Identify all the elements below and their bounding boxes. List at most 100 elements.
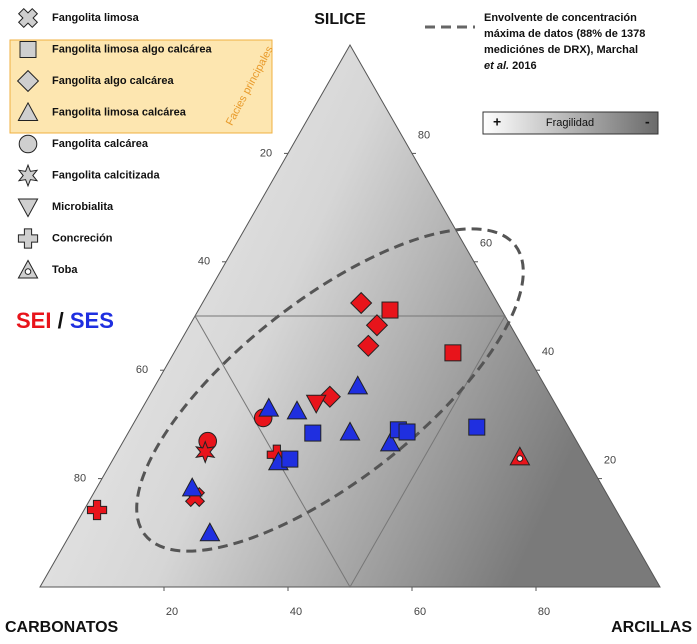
legend-item: Toba <box>17 259 78 279</box>
square <box>304 424 322 442</box>
inverted-triangle <box>17 198 39 218</box>
diamond <box>357 334 380 357</box>
fragility-plus: + <box>493 114 501 130</box>
square <box>468 418 486 436</box>
data-point <box>444 344 462 362</box>
diamond <box>318 385 341 408</box>
fragility-minus: - <box>645 114 650 130</box>
legend-item: Fangolita calcárea <box>18 134 149 154</box>
square <box>281 450 299 468</box>
circle <box>18 134 38 154</box>
tick-label: 80 <box>74 473 86 485</box>
toba-dot <box>516 455 524 462</box>
data-point <box>339 421 361 441</box>
legend-label: Fangolita limosa calcárea <box>52 106 187 118</box>
tick-label: 40 <box>198 256 210 268</box>
envelope-text: Envolvente de concentración <box>484 12 637 24</box>
toba-dot <box>24 268 32 275</box>
data-point <box>195 440 216 464</box>
envelope-text: mediciónes de DRX), Marchal <box>484 44 638 56</box>
tick-label: 60 <box>480 238 492 250</box>
envelope-text: máxima de datos (88% de 1378 <box>484 28 645 40</box>
envelope <box>135 227 525 553</box>
legend-label: Fangolita algo calcárea <box>52 75 175 87</box>
data-point <box>304 424 322 442</box>
triangle <box>339 421 361 441</box>
envelope-italic: et al. <box>484 60 509 72</box>
triangle <box>286 400 308 420</box>
square <box>398 423 416 441</box>
fragility-bar <box>482 111 659 135</box>
legend-label: Fangolita limosa <box>52 12 140 24</box>
tick-label: 40 <box>290 606 302 618</box>
legend-item: Fangolita algo calcárea <box>16 69 175 93</box>
tick-label: 60 <box>414 606 426 618</box>
data-point <box>379 432 401 452</box>
data-point <box>318 385 341 408</box>
triangle <box>181 477 203 497</box>
data-point <box>286 400 308 420</box>
group-separator: / <box>58 308 64 333</box>
diamond <box>365 314 389 337</box>
square <box>19 41 37 58</box>
data-point <box>258 397 280 417</box>
data-point <box>357 334 380 357</box>
apex-label: CARBONATOS <box>5 619 119 636</box>
tick-label: 20 <box>166 606 178 618</box>
legend-label: Microbialita <box>52 201 114 213</box>
tick-label: 80 <box>418 129 430 141</box>
data-point <box>181 477 203 497</box>
data-point <box>365 314 389 337</box>
tick-label: 40 <box>542 346 554 358</box>
tick-label: 60 <box>136 364 148 376</box>
star <box>195 440 216 464</box>
data-point <box>281 450 299 468</box>
legend-label: Fangolita limosa algo calcárea <box>52 43 212 55</box>
triangle <box>17 101 39 121</box>
data-point <box>347 375 369 395</box>
data-point <box>86 499 108 521</box>
apex-label: ARCILLAS <box>611 619 692 636</box>
fragility-label: Fragilidad <box>546 117 594 129</box>
envelope-tail: 2016 <box>512 60 536 72</box>
group-ses: SES <box>70 308 114 333</box>
data-point <box>398 423 416 441</box>
diamond <box>350 291 373 315</box>
apex-label: SILICE <box>314 11 366 28</box>
legend-item: Concreción <box>17 228 113 249</box>
tick-label: 20 <box>260 147 272 159</box>
legend-label: Concreción <box>52 232 113 244</box>
plus <box>86 499 108 521</box>
tick-label: 80 <box>538 606 550 618</box>
group-sei: SEI <box>16 308 51 333</box>
triangle <box>199 522 221 542</box>
data-point <box>199 522 221 542</box>
data-point <box>381 301 399 319</box>
square <box>444 344 462 362</box>
data-point <box>468 418 486 436</box>
legend-item: Microbialita <box>17 198 114 218</box>
group-title: SEI / SES <box>16 308 114 333</box>
envelope-text: et al. 2016 <box>484 60 537 72</box>
inverted-triangle <box>305 394 327 414</box>
data-point <box>350 291 373 315</box>
square <box>381 301 399 319</box>
data-point <box>305 394 327 414</box>
data-point <box>509 446 531 466</box>
legend-item: Fangolita limosa calcárea <box>17 101 187 121</box>
legend-label: Fangolita calcitizada <box>52 169 160 181</box>
diamond <box>16 69 40 93</box>
x <box>17 7 39 29</box>
triangle <box>379 432 401 452</box>
facies-box <box>9 39 273 134</box>
plus <box>17 228 39 249</box>
legend-label: Toba <box>52 264 78 276</box>
legend-item: Fangolita limosa algo calcárea <box>19 41 212 58</box>
tick-label: 20 <box>604 455 616 467</box>
star <box>17 163 39 188</box>
legend-item: Fangolita calcitizada <box>17 163 160 188</box>
triangle <box>347 375 369 395</box>
legend-label: Fangolita calcárea <box>52 138 149 150</box>
triangle <box>258 397 280 417</box>
